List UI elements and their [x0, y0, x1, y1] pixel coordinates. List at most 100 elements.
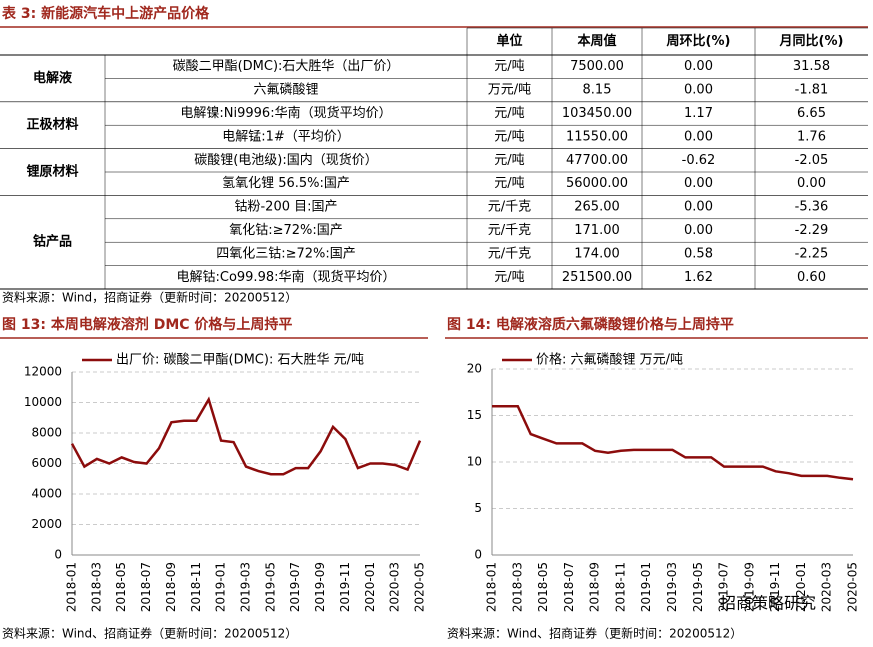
x-tick-label: 2019-01	[214, 562, 228, 612]
table-cell: 6.65	[797, 106, 826, 121]
y-tick-label: 8000	[31, 426, 62, 440]
table-cell: 元/吨	[494, 176, 524, 191]
table-cell: 碳酸二甲酯(DMC):石大胜华（出厂价）	[173, 59, 400, 74]
chart-source: 资料来源：Wind、招商证券（更新时间：20200512）	[2, 626, 297, 641]
table-cell: -2.29	[795, 223, 829, 238]
table-cell: 元/吨	[494, 59, 524, 74]
table-cell: 1.62	[684, 270, 713, 285]
y-tick-label: 2000	[31, 517, 62, 531]
y-tick-label: 6000	[31, 456, 62, 470]
table-cell: 0.00	[797, 176, 826, 191]
x-tick-label: 2018-05	[536, 562, 550, 612]
group-label: 锂原材料	[26, 164, 78, 180]
x-tick-label: 2019-09	[313, 562, 327, 612]
x-tick-label: 2019-05	[263, 562, 277, 612]
x-tick-label: 2018-09	[164, 562, 178, 612]
table-header: 月同比(%)	[779, 33, 844, 49]
table-cell: 元/吨	[494, 153, 524, 168]
y-tick-label: 4000	[31, 487, 62, 501]
table-cell: 元/吨	[494, 129, 524, 144]
chart-source: 资料来源：Wind、招商证券（更新时间：20200512）	[447, 626, 742, 641]
table-cell: 电解镍:Ni9996:华南（现货平均价）	[180, 105, 391, 121]
x-tick-label: 2019-05	[691, 562, 705, 612]
y-tick-label: 12000	[24, 365, 62, 379]
table-cell: 钴粉-200 目:国产	[234, 200, 337, 215]
x-tick-label: 2020-03	[388, 562, 402, 612]
table-cell: 0.00	[684, 59, 713, 74]
y-tick-label: 5	[474, 501, 482, 515]
line-series	[492, 404, 854, 481]
x-tick-label: 2019-07	[717, 562, 731, 612]
table-cell: 元/千克	[488, 200, 531, 215]
table-cell: 万元/吨	[488, 83, 531, 98]
x-tick-label: 2018-03	[89, 562, 103, 612]
x-tick-label: 2019-11	[338, 562, 352, 612]
group-label: 电解液	[33, 70, 72, 86]
table-cell: -1.81	[795, 83, 829, 98]
x-tick-label: 2019-03	[665, 562, 679, 612]
table-cell: 0.60	[797, 270, 826, 285]
y-tick-label: 10	[467, 455, 482, 469]
table-cell: 元/吨	[494, 106, 524, 121]
table-cell: -0.62	[682, 153, 716, 168]
x-tick-label: 2020-01	[794, 562, 808, 612]
legend-label: 出厂价: 碳酸二甲酯(DMC): 石大胜华 元/吨	[116, 353, 364, 368]
table-cell: 251500.00	[562, 270, 632, 285]
x-tick-label: 2018-05	[114, 562, 128, 612]
x-tick-label: 2018-01	[485, 562, 499, 612]
legend-label: 价格: 六氟磷酸锂 万元/吨	[536, 352, 683, 368]
table-cell: 氧化钴:≥72%:国产	[229, 223, 343, 238]
group-label: 正极材料	[26, 117, 78, 133]
y-tick-label: 0	[474, 548, 482, 562]
table-cell: 56000.00	[566, 176, 628, 191]
x-tick-label: 2020-05	[413, 562, 427, 612]
table-header: 本周值	[577, 33, 616, 49]
table-cell: -5.36	[795, 200, 829, 215]
group-label: 钴产品	[33, 234, 72, 250]
table-title: 表 3: 新能源汽车中上游产品价格	[1, 5, 210, 22]
table-cell: 0.00	[684, 129, 713, 144]
table-header: 单位	[496, 33, 522, 49]
x-tick-label: 2020-03	[820, 562, 834, 612]
x-tick-label: 2018-03	[510, 562, 524, 612]
table-cell: 1.76	[797, 129, 826, 144]
table-source: 资料来源：Wind，招商证券（更新时间：20200512）	[2, 290, 297, 305]
watermark: 招商策略研究	[720, 594, 816, 613]
table-cell: 氢氧化锂 56.5%:国产	[222, 176, 350, 191]
table-cell: 11550.00	[566, 129, 628, 144]
table-cell: 171.00	[574, 223, 620, 238]
table-cell: -2.05	[795, 153, 829, 168]
line-series	[70, 396, 422, 476]
chart-title: 图 13: 本周电解液溶剂 DMC 价格与上周持平	[2, 316, 292, 333]
table-cell: 8.15	[583, 83, 612, 98]
table-cell: 电解钴:Co99.98:华南（现货平均价）	[176, 269, 395, 285]
y-tick-label: 10000	[24, 395, 62, 409]
table-cell: 265.00	[574, 200, 620, 215]
table-cell: 元/千克	[488, 246, 531, 261]
x-tick-label: 2019-09	[742, 562, 756, 612]
table-cell: 0.00	[684, 83, 713, 98]
table-cell: 六氟磷酸锂	[253, 83, 318, 98]
table-cell: 元/千克	[488, 223, 531, 238]
y-tick-label: 15	[467, 408, 482, 422]
y-tick-label: 0	[54, 548, 62, 562]
table-header-bg	[0, 28, 868, 55]
table-cell: 元/吨	[494, 270, 524, 285]
x-tick-label: 2018-07	[562, 562, 576, 612]
x-tick-label: 2018-11	[613, 562, 627, 612]
x-tick-label: 2020-01	[363, 562, 377, 612]
x-tick-label: 2018-11	[189, 562, 203, 612]
table-cell: 31.58	[793, 59, 830, 74]
table-header: 周环比(%)	[667, 33, 731, 49]
x-tick-label: 2018-07	[139, 562, 153, 612]
table-cell: 碳酸锂(电池级):国内（现货价）	[194, 152, 378, 168]
x-tick-label: 2020-05	[846, 562, 860, 612]
table-cell: 47700.00	[566, 153, 628, 168]
x-tick-label: 2018-09	[588, 562, 602, 612]
table-cell: 1.17	[684, 106, 713, 121]
table-cell: 0.58	[684, 246, 713, 261]
x-tick-label: 2019-03	[239, 562, 253, 612]
x-tick-label: 2019-01	[639, 562, 653, 612]
chart-title: 图 14: 电解液溶质六氟磷酸锂价格与上周持平	[447, 316, 734, 333]
